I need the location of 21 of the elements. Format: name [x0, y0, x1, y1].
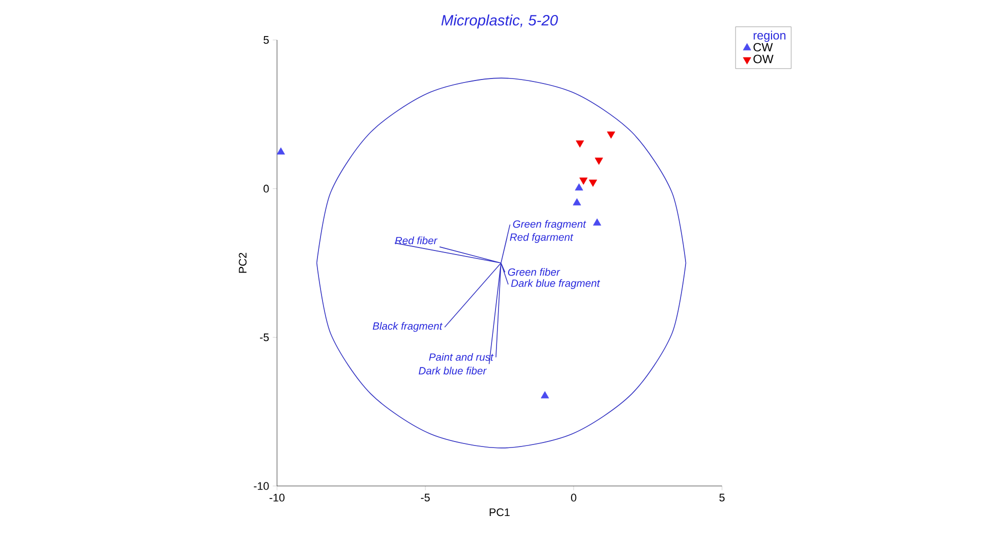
annotation: Black fragment [372, 322, 443, 332]
annotation: Dark blue fiber [418, 366, 487, 374]
chart-title: Microplastic, 5-20 [441, 14, 558, 28]
y-tick-label: 0 [264, 184, 269, 193]
y-axis-title: PC2 [238, 252, 247, 273]
y-tick-label: 5 [264, 36, 269, 44]
annotation: Red fgarment [510, 233, 574, 243]
x-axis-title: PC1 [490, 508, 510, 516]
x-tick-label: 0 [571, 494, 576, 502]
annotation: Green fragment [513, 220, 586, 230]
legend-label: CW [754, 42, 773, 52]
y-tick-label: -10 [254, 482, 269, 490]
y-tick-label: -5 [260, 334, 269, 342]
legend-label: OW [753, 54, 774, 64]
x-tick-label: -10 [270, 494, 284, 502]
legend-title: region [754, 30, 786, 42]
x-tick-label: -5 [420, 494, 430, 502]
x-tick-label: 5 [719, 494, 725, 502]
annotation: Red fiber [395, 236, 438, 244]
annotation: Dark blue fragment [511, 279, 600, 289]
annotation: Green fiber [508, 268, 560, 276]
